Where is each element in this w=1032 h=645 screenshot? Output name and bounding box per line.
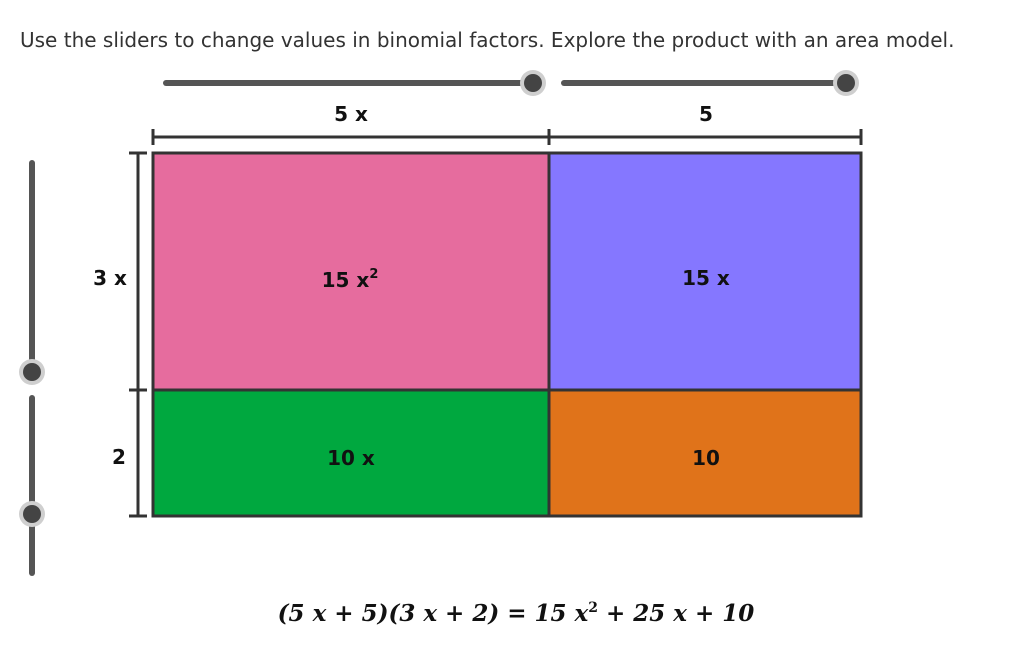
area-region-15x2 <box>151 151 551 392</box>
dimension-label-side-1: 3 x <box>93 266 127 290</box>
instructions-text: Use the sliders to change values in bino… <box>20 28 955 52</box>
slider-knob-inner[interactable] <box>837 74 855 92</box>
slider-knob-inner[interactable] <box>23 505 41 523</box>
slider-knob-inner[interactable] <box>524 74 542 92</box>
dimension-label-top-2: 5 <box>699 102 713 126</box>
slider-knob-inner[interactable] <box>23 363 41 381</box>
region-label-10x: 10 x <box>327 446 375 470</box>
region-label-15x2: 15 x2 <box>322 267 379 292</box>
slider-top-right[interactable] <box>561 70 859 96</box>
equation-rhs: + 25 x + 10 <box>598 600 755 627</box>
area-region-10x <box>151 388 551 518</box>
dimension-label-side-2: 2 <box>112 445 126 469</box>
region-label-10: 10 <box>692 446 720 470</box>
slider-top-left[interactable] <box>163 70 546 96</box>
equation-exponent: 2 <box>588 600 598 616</box>
side-dimension-line <box>129 151 147 518</box>
slider-left-upper[interactable] <box>19 160 45 385</box>
product-equation: (5 x + 5)(3 x + 2) = 15 x2 + 25 x + 10 <box>0 600 1032 627</box>
area-region-10 <box>547 388 863 518</box>
slider-left-lower[interactable] <box>19 395 45 576</box>
top-dimension-line <box>151 129 863 145</box>
dimension-label-top-1: 5 x <box>334 102 368 126</box>
equation-lhs: (5 x + 5)(3 x + 2) = 15 x <box>277 600 589 627</box>
region-label-15x: 15 x <box>682 266 730 290</box>
